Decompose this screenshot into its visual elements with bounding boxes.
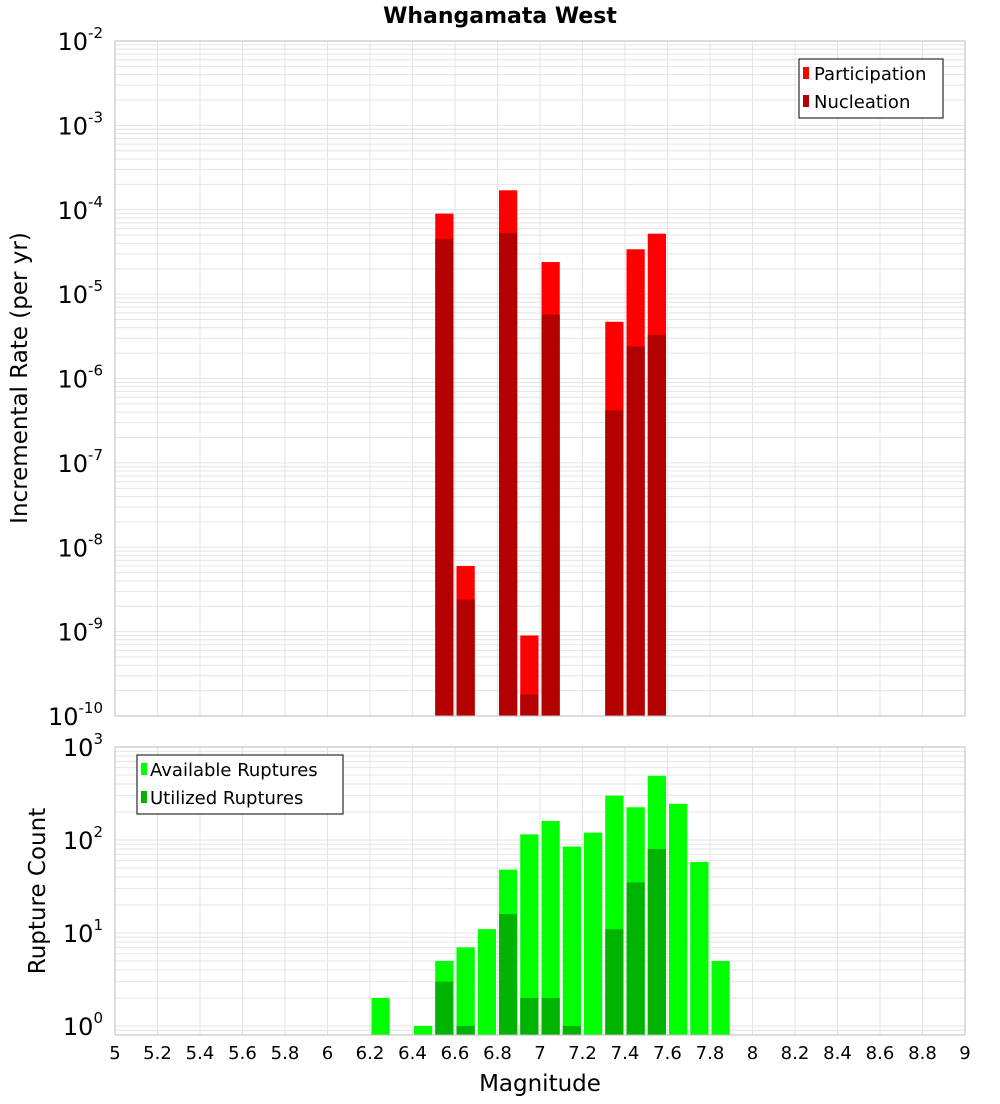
x-axis-label: Magnitude: [479, 1071, 601, 1097]
bottom-bar-utilized-ruptures: [499, 914, 518, 1035]
bottom-y-tick-label: 100: [63, 1009, 103, 1041]
top-y-tick-label: 10-6: [57, 362, 103, 394]
x-tick-label: 7.8: [696, 1043, 725, 1064]
x-tick-label: 6.6: [441, 1043, 470, 1064]
bottom-y-tick-labels: 100 101 102 103: [63, 730, 103, 1041]
legend-label-nucleation: Nucleation: [814, 92, 910, 113]
bottom-plot-bars: [371, 775, 730, 1035]
bottom-bar-available-ruptures: [690, 861, 709, 1035]
bottom-bar-available-ruptures: [711, 960, 730, 1035]
bottom-bar-utilized-ruptures: [520, 997, 539, 1035]
legend-label-utilized-ruptures: Utilized Ruptures: [150, 788, 303, 809]
legend-swatch-participation: [803, 67, 809, 79]
top-plot-bars: [435, 190, 666, 717]
top-y-tick-label: 10-10: [48, 699, 103, 731]
x-tick-label: 5.6: [228, 1043, 257, 1064]
bottom-bar-available-ruptures: [520, 834, 539, 1035]
top-y-tick-label: 10-5: [57, 277, 103, 309]
top-y-tick-label: 10-4: [57, 193, 103, 225]
top-plot-frame: [114, 40, 966, 717]
top-y-tick-label: 10-9: [57, 615, 103, 647]
top-y-axis-label: Incremental Rate (per yr): [7, 232, 33, 524]
x-tick-label: 6.4: [398, 1043, 427, 1064]
x-tick-labels: 5 5.2 5.4 5.6 5.8 6 6.2 6.4 6.6 6.8 7 7.2 7.4 7.6 7.8 8…: [109, 1043, 970, 1064]
bottom-bar-utilized-ruptures: [456, 1025, 475, 1035]
bottom-bar-available-ruptures: [371, 997, 390, 1035]
x-tick-label: 5: [109, 1043, 120, 1064]
top-bar-nucleation: [647, 334, 666, 716]
x-tick-label: 8.8: [908, 1043, 937, 1064]
top-bar-nucleation: [605, 410, 624, 716]
top-bar-nucleation: [456, 599, 475, 716]
bottom-y-tick-label: 103: [63, 730, 103, 762]
x-tick-label: 5.2: [143, 1043, 172, 1064]
top-legend: Participation Nucleation: [798, 58, 944, 119]
x-tick-label: 6.2: [356, 1043, 385, 1064]
bottom-bar-utilized-ruptures: [626, 882, 645, 1035]
x-tick-label: 5.8: [271, 1043, 300, 1064]
legend-swatch-utilized-ruptures: [141, 791, 147, 803]
x-tick-label: 8.4: [823, 1043, 852, 1064]
legend-label-participation: Participation: [814, 64, 926, 85]
top-y-tick-label: 10-2: [57, 24, 103, 56]
top-plot-gridlines: [115, 41, 965, 716]
bottom-bar-utilized-ruptures: [647, 849, 666, 1035]
top-y-tick-labels: 10-10 10-9 10-8 10-7 10-6 10-5 10-4 10-3 10-2: [48, 24, 103, 731]
top-bar-nucleation: [520, 694, 539, 716]
bottom-y-tick-label: 102: [63, 823, 103, 855]
legend-label-available-ruptures: Available Ruptures: [150, 760, 318, 781]
top-legend-box: [798, 58, 944, 119]
bottom-legend: Available Ruptures Utilized Ruptures: [136, 754, 344, 815]
chart-title: Whangamata West: [383, 4, 617, 29]
x-tick-label: 9: [959, 1043, 970, 1064]
legend-swatch-available-ruptures: [141, 763, 147, 775]
top-y-tick-label: 10-8: [57, 530, 103, 562]
x-tick-label: 8.6: [866, 1043, 895, 1064]
bottom-bar-utilized-ruptures: [605, 929, 624, 1035]
bottom-bar-available-ruptures: [669, 803, 688, 1035]
bottom-bar-available-ruptures: [541, 821, 560, 1035]
top-bar-nucleation: [541, 314, 560, 716]
bottom-y-tick-label: 101: [63, 916, 103, 948]
bottom-bar-utilized-ruptures: [562, 1025, 581, 1035]
bottom-bar-utilized-ruptures: [541, 997, 560, 1035]
bottom-legend-box: [136, 754, 344, 815]
top-y-tick-label: 10-7: [57, 446, 103, 478]
bottom-bar-available-ruptures: [562, 846, 581, 1035]
x-tick-label: 6.8: [483, 1043, 512, 1064]
x-tick-label: 6: [322, 1043, 333, 1064]
bottom-y-axis-label: Rupture Count: [25, 808, 51, 974]
bottom-bar-available-ruptures: [477, 929, 496, 1035]
x-tick-label: 7: [534, 1043, 545, 1064]
x-tick-label: 7.2: [568, 1043, 597, 1064]
top-bar-nucleation: [435, 239, 454, 716]
top-y-tick-label: 10-3: [57, 108, 103, 140]
bottom-bar-available-ruptures: [414, 1025, 433, 1035]
bottom-plot-frame: [114, 746, 966, 1036]
top-bar-nucleation: [499, 233, 518, 716]
top-bar-nucleation: [626, 346, 645, 716]
x-tick-label: 5.4: [186, 1043, 215, 1064]
bottom-bar-utilized-ruptures: [435, 981, 454, 1035]
x-tick-label: 7.6: [653, 1043, 682, 1064]
x-tick-label: 8.2: [781, 1043, 810, 1064]
legend-swatch-nucleation: [803, 95, 809, 107]
x-tick-label: 7.4: [611, 1043, 640, 1064]
bottom-bar-available-ruptures: [456, 947, 475, 1035]
x-tick-label: 8: [747, 1043, 758, 1064]
bottom-bar-available-ruptures: [584, 832, 603, 1035]
